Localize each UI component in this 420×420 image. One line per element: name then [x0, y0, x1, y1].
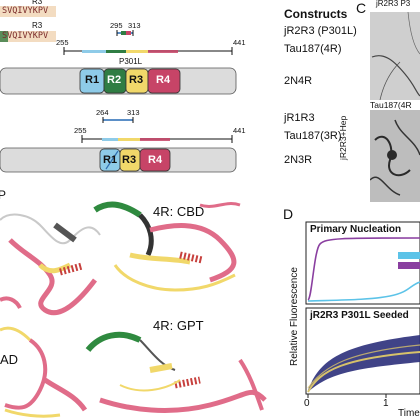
seq-label-mid: R3 — [32, 21, 43, 30]
r1-label-4r: R1 — [85, 74, 100, 86]
r3-label-4r: R3 — [129, 74, 144, 86]
x-tick-1: 1 — [383, 398, 389, 409]
kinetics-x-label: Time — [398, 408, 420, 419]
micrograph-top — [370, 12, 420, 100]
r2-label-4r: R2 — [107, 74, 122, 86]
row4-label: jR1R3 — [284, 112, 315, 124]
r1-label-3r: R1 — [103, 154, 118, 166]
sequence-box-top: SVQIVYKPV — [0, 6, 56, 17]
seeded-title: jR2R3 P301L Seeded — [310, 310, 409, 321]
row1-label: jR2R3 (P301L) — [284, 25, 357, 37]
r4-label-3r: R4 — [148, 154, 163, 166]
p301l-marker: P301L — [119, 57, 143, 66]
micrograph-bottom — [370, 110, 420, 202]
primary-nucleation-title: Primary Nucleation — [310, 224, 402, 235]
micrograph-mid-label: Tau187(4R — [370, 100, 412, 110]
structure-gpt-label: 4R: GPT — [153, 318, 204, 333]
sequence-text-top: SVQIVYKPV — [2, 6, 49, 16]
row1-start-residue: 295 — [110, 21, 123, 30]
row5-label: Tau187(3R) — [284, 130, 342, 142]
row5-end-residue: 441 — [233, 126, 246, 135]
sequence-text-mid: SVQIVYKPV — [2, 31, 49, 41]
structure-p-partial: P — [0, 188, 7, 202]
structure-ad-partial: AD — [0, 352, 19, 367]
row2-label: Tau187(4R) — [284, 43, 342, 55]
row4-end-residue: 313 — [127, 108, 140, 117]
sequence-green-tab — [0, 31, 8, 42]
r4-label-4r: R4 — [156, 74, 171, 86]
sequence-box-mid: SVQIVYKPV — [0, 31, 56, 42]
row4-start-residue: 264 — [96, 108, 109, 117]
row6-label: 2N3R — [284, 154, 313, 166]
seq-label-top: R3 — [32, 0, 43, 6]
row3-label: 2N4R — [284, 75, 313, 87]
row2-end-residue: 441 — [233, 38, 246, 47]
kinetics-y-label: Relative Fluorescence — [289, 267, 300, 366]
micrograph-top-label: jR2R3 P3 — [376, 0, 411, 8]
r3-label-3r: R3 — [122, 154, 137, 166]
constructs-heading: Constructs — [284, 7, 348, 21]
row1-end-residue: 313 — [128, 21, 141, 30]
row2-start-residue: 255 — [56, 38, 69, 47]
panel-letter-d: D — [283, 206, 294, 222]
panel-letter-c: C — [356, 0, 367, 16]
structure-cbd-label: 4R: CBD — [153, 204, 205, 219]
x-tick-0: 0 — [304, 398, 310, 409]
row5-start-residue: 255 — [74, 126, 87, 135]
